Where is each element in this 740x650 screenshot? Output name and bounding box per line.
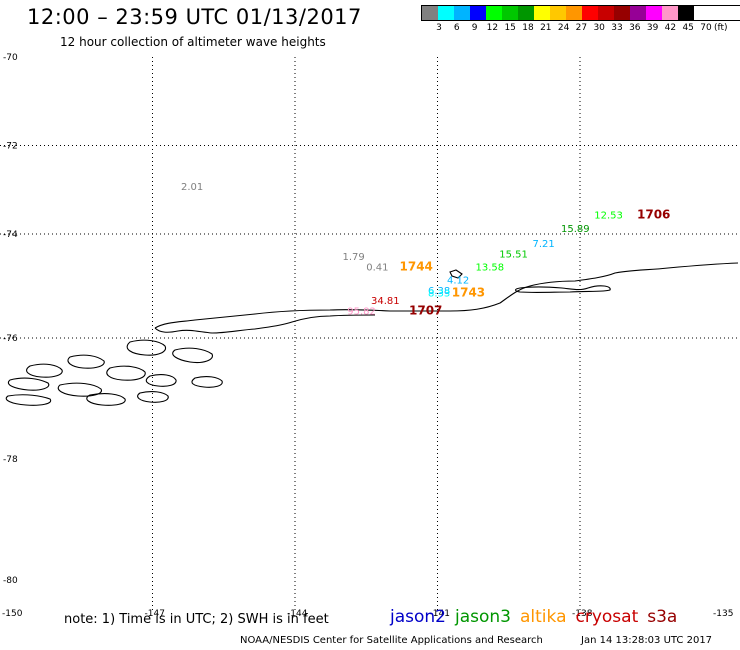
coastline-outline	[137, 391, 169, 403]
color-scale-label: 70	[700, 23, 712, 33]
coastline-outline	[154, 262, 739, 329]
coastline-outline	[106, 365, 146, 381]
coastline-outline	[449, 269, 463, 279]
wave-height-label: 15.89	[561, 224, 590, 235]
map-subtitle: 12 hour collection of altimeter wave hei…	[60, 35, 326, 49]
color-scale-swatch	[534, 6, 550, 20]
color-scale-swatch	[486, 6, 502, 20]
wave-height-label: 8.33	[428, 288, 450, 299]
color-scale-label: 21	[540, 23, 552, 33]
color-scale-swatch	[566, 6, 582, 20]
coastline-outline	[191, 376, 223, 388]
wave-height-label: 6.38	[428, 286, 450, 297]
color-scale-labels: (ft) 3 6 9 12 15 18 21 24 27 30 33 36 39 42 45 70	[421, 21, 740, 33]
latitude-tick-label: -80	[3, 576, 18, 586]
coastline-outline	[172, 347, 213, 364]
footer-date: Jan 14 13:28:03 UTC 2017	[581, 635, 713, 646]
longitude-tick-label: -135	[713, 609, 733, 619]
wave-height-label: 13.58	[476, 262, 505, 273]
latitude-tick-label: -76	[3, 334, 18, 344]
longitude-tick-label: -141	[430, 609, 450, 619]
color-scale-label: 12	[486, 23, 499, 33]
color-scale-swatch	[518, 6, 534, 20]
wave-height-label: 4.12	[447, 275, 469, 286]
color-scale-swatch	[550, 6, 566, 20]
footer-note: note: 1) Time is in UTC; 2) SWH is in fe…	[64, 612, 329, 627]
color-scale-label: 30	[593, 23, 605, 33]
wave-height-label: 1706	[637, 208, 670, 222]
color-scale-label: 33	[611, 23, 623, 33]
color-scale-label: 15	[504, 23, 516, 33]
coastline-outline	[8, 377, 50, 391]
color-scale-swatch	[502, 6, 518, 20]
coastline-outline	[126, 339, 167, 356]
color-scale-label: 6	[453, 23, 460, 33]
satellite-legend-cryosat: cryosat	[575, 607, 639, 627]
color-scale-swatches	[421, 5, 740, 21]
wave-height-label: 0.41	[366, 262, 388, 273]
color-scale-unit: (ft)	[714, 23, 728, 33]
coastline-outline	[26, 363, 63, 378]
color-scale-swatch	[678, 6, 694, 20]
color-scale-label: 3	[436, 23, 442, 33]
satellite-legend: jason2 jason3 altika cryosat s3a	[390, 607, 686, 627]
wave-height-label: 7.21	[533, 239, 555, 250]
satellite-legend-altika: altika	[520, 607, 567, 627]
wave-height-label: 1744	[400, 259, 433, 273]
coastline-outline	[5, 394, 52, 406]
color-scale-label: 18	[522, 23, 534, 33]
map-title: 12:00 – 23:59 UTC 01/13/2017	[27, 5, 362, 29]
wave-height-label: 2.01	[181, 182, 203, 193]
wave-height-label: 15.51	[499, 249, 528, 260]
satellite-legend-jason3: jason3	[455, 607, 511, 627]
color-scale-label: 45	[682, 23, 694, 33]
coastline-outline	[67, 354, 105, 369]
coastline-outline	[514, 285, 611, 293]
coastline-outline	[145, 374, 177, 387]
color-scale-swatch	[438, 6, 454, 20]
coastline-outline	[57, 382, 102, 397]
wave-height-label: 1743	[452, 285, 485, 299]
color-scale-label: 24	[557, 23, 570, 33]
color-scale-label: 27	[575, 23, 588, 33]
map-grid	[0, 57, 740, 612]
coastline-outline	[86, 393, 126, 406]
wave-height-labels: 2.01 1.790.41 1744 4.126.388.33 1743 34.8195.…	[181, 182, 670, 318]
color-scale-label: 39	[646, 23, 659, 33]
longitude-tick-label: -147	[145, 609, 165, 619]
wave-height-label: 34.81	[371, 296, 400, 307]
satellite-legend-jason2: jason2	[390, 607, 446, 627]
wave-height-label: 95.82	[347, 307, 376, 318]
color-scale-swatch	[582, 6, 598, 20]
footer-credit: NOAA/NESDIS Center for Satellite Applica…	[240, 635, 543, 646]
color-scale-label: 42	[664, 23, 677, 33]
coastline-outline	[154, 314, 376, 334]
color-scale-label: 36	[629, 23, 641, 33]
wave-height-label: 12.53	[594, 211, 623, 222]
satellite-legend-s3a: s3a	[647, 607, 678, 627]
color-scale-legend: (ft) 3 6 9 12 15 18 21 24 27 30 33 36 39 42 45 70	[421, 5, 740, 33]
latitude-tick-label: -72	[3, 142, 18, 152]
wave-height-label: 1.79	[343, 252, 365, 263]
color-scale-swatch	[598, 6, 614, 20]
color-scale-label: 9	[471, 23, 478, 33]
longitude-tick-label: -150	[2, 609, 23, 619]
color-scale-swatch	[630, 6, 646, 20]
color-scale-swatch	[470, 6, 486, 20]
color-scale-swatch	[646, 6, 662, 20]
longitude-tick-label: -138	[572, 609, 593, 619]
coastline	[5, 262, 739, 406]
color-scale-swatch	[662, 6, 678, 20]
latitude-tick-label: -78	[3, 455, 18, 465]
latitude-tick-label: -74	[3, 230, 18, 240]
axis-tick-labels: -70 -72 -74 -76 -78 -80 -150 -147 -144 -141 -138 -1…	[2, 53, 733, 619]
color-scale-swatch	[614, 6, 630, 20]
color-scale-swatch	[422, 6, 438, 20]
wave-height-label: 1707	[409, 304, 442, 318]
latitude-tick-label: -70	[3, 53, 18, 63]
color-scale-swatch	[454, 6, 470, 20]
longitude-tick-label: -144	[287, 609, 308, 619]
